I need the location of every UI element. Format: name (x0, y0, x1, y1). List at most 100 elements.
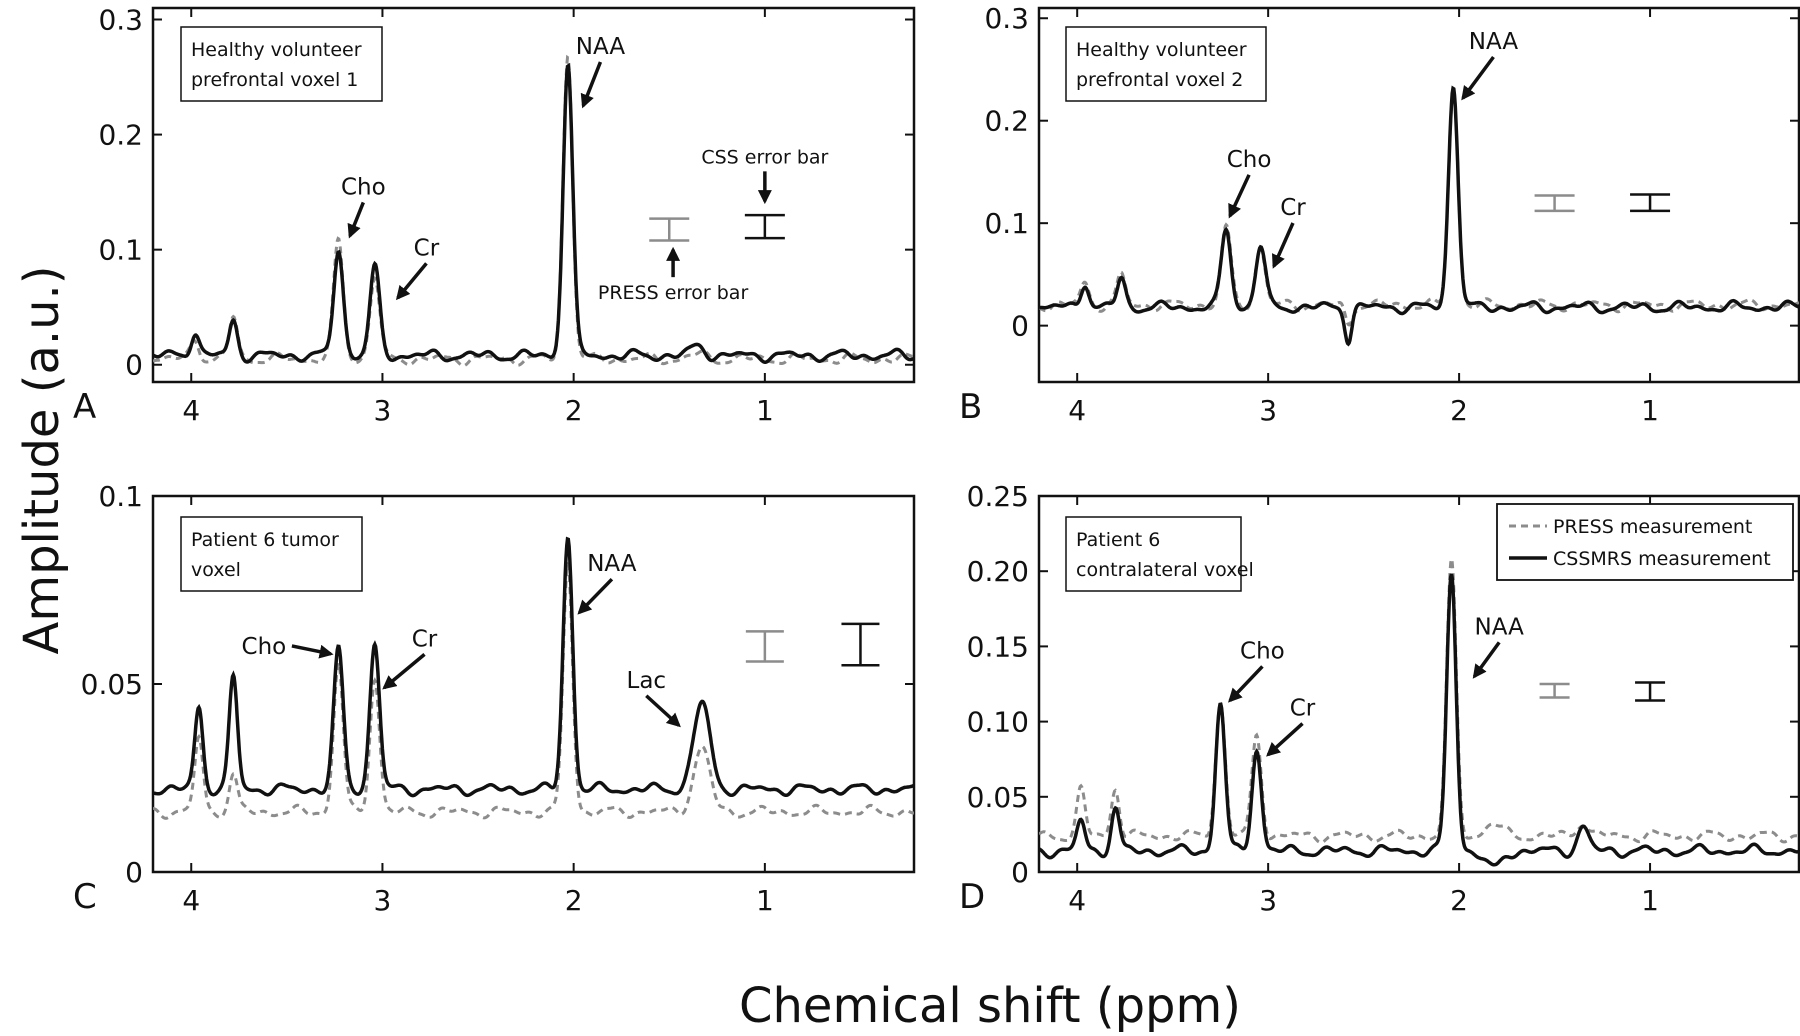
panel-letter: D (959, 877, 985, 917)
y-tick-label: 0.20 (967, 555, 1029, 588)
press-series-line (1039, 558, 1799, 845)
y-tick-label: 0.1 (98, 480, 143, 513)
y-tick-label: 0 (1011, 856, 1029, 889)
css-series-line (153, 536, 914, 798)
y-tick-label: 0 (125, 349, 143, 382)
y-tick-label: 0.1 (984, 207, 1029, 240)
panel-d: 0 0.05 0.10 0.15 0.20 0.25 4 3 2 1 D Patient 6 contr… (959, 480, 1800, 917)
annotation-arrow (645, 694, 681, 728)
annotation-label: Cho (341, 174, 386, 200)
annotation-label: Cr (1280, 195, 1306, 221)
x-tick-label: 2 (1450, 394, 1468, 427)
press-error-bar (745, 630, 784, 663)
annotation-arrow (1472, 641, 1501, 679)
press-series-line (153, 561, 914, 820)
panel-label-text: voxel (191, 559, 241, 581)
legend-label-press: PRESS measurement (1553, 516, 1752, 538)
annotation-label: Cr (1290, 696, 1316, 722)
press-series-line (1039, 87, 1799, 327)
css-error-bar (1630, 193, 1671, 213)
y-tick-label: 0.25 (967, 480, 1029, 513)
y-tick-label: 0.10 (967, 706, 1029, 739)
css-error-bar (744, 213, 785, 240)
annotation-arrow (1461, 55, 1495, 101)
panel-label-box (180, 516, 363, 592)
annotation-arrow (347, 201, 365, 239)
y-tick-label: 0 (1011, 310, 1029, 343)
panels: 0 0.1 0.2 0.3 4 3 2 1 A Healthy volunteer prefront… (73, 2, 1800, 917)
panel-label-text: contralateral voxel (1076, 559, 1254, 581)
x-tick-label: 2 (1450, 884, 1468, 917)
annotation-arrow (395, 262, 428, 301)
annotation-arrow (291, 644, 334, 659)
css-series-line (1039, 85, 1799, 347)
annotation-label: NAA (1475, 614, 1525, 640)
plot-frame (151, 6, 916, 384)
x-tick-label: 2 (565, 394, 583, 427)
annotation-label: Cho (1240, 638, 1285, 664)
annotation-label: Cho (1227, 147, 1272, 173)
annotation-label: Cho (242, 634, 287, 660)
annotation-arrow (1266, 722, 1304, 757)
panel-label-box (1065, 26, 1267, 102)
panel-label-text: prefrontal voxel 1 (191, 69, 358, 91)
y-tick-label: 0 (125, 856, 143, 889)
y-tick-label: 0.2 (984, 105, 1029, 138)
annotation-label: NAA (587, 551, 637, 577)
panel-label-text: Patient 6 tumor (191, 529, 339, 551)
press-series-line (153, 54, 914, 368)
panel-letter: C (73, 877, 97, 917)
annotation-label: Cr (412, 626, 438, 652)
y-tick-label: 0.15 (967, 630, 1029, 663)
x-tick-label: 3 (374, 884, 392, 917)
panel-b: 0 0.1 0.2 0.3 4 3 2 1 B Healthy volunteer prefront… (959, 2, 1800, 427)
annotation-arrow (382, 653, 426, 690)
x-tick-label: 1 (756, 884, 774, 917)
x-axis-title: Chemical shift (ppm) (739, 978, 1241, 1034)
press-error-bar (649, 217, 690, 242)
panel-label-text: Patient 6 (1076, 529, 1160, 551)
css-series-line (153, 63, 914, 364)
annotation-arrow (1271, 222, 1295, 269)
annotation-label: PRESS error bar (598, 282, 749, 304)
annotation-arrow (1228, 174, 1251, 219)
y-axis-title: Amplitude (a.u.) (14, 265, 70, 654)
plot-frame (1037, 6, 1800, 384)
y-tick-label: 0.3 (98, 4, 143, 37)
annotation-arrow (580, 61, 603, 109)
legend-label-css: CSSMRS measurement (1553, 548, 1771, 570)
panel-label-box (1065, 516, 1242, 592)
x-tick-label: 1 (1641, 884, 1659, 917)
annotation-label: CSS error bar (701, 146, 828, 168)
y-tick-label: 0.3 (984, 2, 1029, 35)
x-tick-label: 2 (565, 884, 583, 917)
press-error-bar (1534, 194, 1575, 213)
annotation-label: NAA (1469, 29, 1519, 55)
panel-c: 0 0.05 0.1 4 3 2 1 C Patient 6 tumor voxel NAA Cho C… (73, 480, 916, 917)
x-tick-label: 4 (182, 884, 200, 917)
annotation-arrow (1228, 665, 1264, 703)
panel-label-text: prefrontal voxel 2 (1076, 69, 1243, 91)
annotation-label: NAA (576, 34, 626, 60)
legend: PRESS measurement CSSMRS measurement (1496, 503, 1794, 581)
x-tick-label: 3 (374, 394, 392, 427)
x-tick-label: 3 (1259, 394, 1277, 427)
panel-label-text: Healthy volunteer (1076, 39, 1247, 61)
annotation-label: Lac (627, 668, 667, 694)
css-error-bar (841, 622, 880, 667)
x-tick-label: 1 (756, 394, 774, 427)
y-tick-label: 0.2 (98, 119, 143, 152)
y-tick-label: 0.05 (81, 668, 143, 701)
panel-letter: B (959, 387, 982, 427)
panel-letter: A (73, 387, 96, 427)
press-error-bar (1539, 682, 1570, 699)
x-tick-label: 1 (1641, 394, 1659, 427)
x-tick-label: 4 (1068, 394, 1086, 427)
panel-a: 0 0.1 0.2 0.3 4 3 2 1 A Healthy volunteer prefront… (73, 4, 916, 427)
panel-label-box (180, 26, 383, 102)
x-tick-label: 4 (182, 394, 200, 427)
plot-frame (1037, 494, 1800, 874)
annotation-label: Cr (414, 235, 440, 261)
css-error-bar (1635, 681, 1666, 702)
